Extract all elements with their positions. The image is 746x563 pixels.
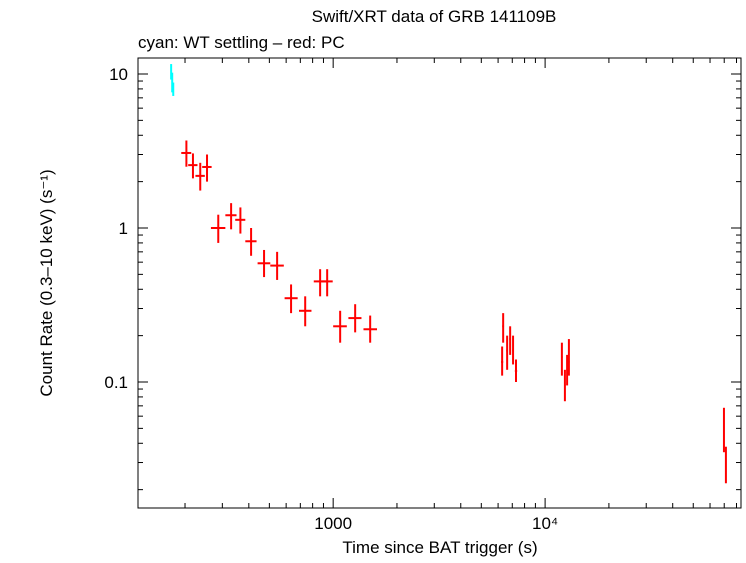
y-axis-label: Count Rate (0.3–10 keV) (s⁻¹) [37,169,56,396]
y-tick-label: 10 [109,65,128,84]
chart-subtitle: cyan: WT settling – red: PC [138,33,345,52]
x-tick-label: 1000 [314,514,352,533]
plot-frame [137,57,742,509]
y-tick-label: 0.1 [104,373,128,392]
chart-title: Swift/XRT data of GRB 141109B [312,7,557,26]
x-axis-label: Time since BAT trigger (s) [342,538,537,557]
y-tick-label: 1 [119,219,128,238]
x-tick-label: 10⁴ [532,514,558,533]
